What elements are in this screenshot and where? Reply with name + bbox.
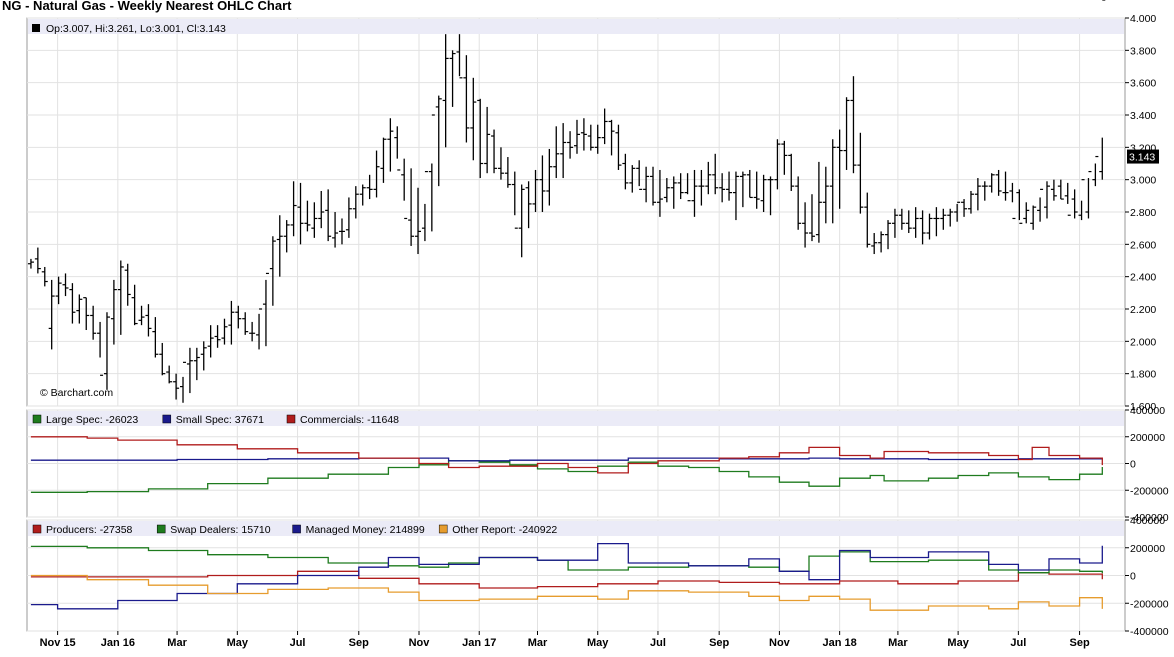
cot-y-tick-label: 400000 <box>1130 515 1165 527</box>
x-tick-label: Sep <box>709 637 729 649</box>
legend-item-label: Large Spec: -26023 <box>46 414 138 426</box>
legend-swatch <box>438 524 448 534</box>
x-tick-label: Nov <box>409 637 431 649</box>
legend-swatch <box>156 524 166 534</box>
cot-series-line-small-spec <box>30 457 1103 462</box>
x-tick-label: Sep <box>349 637 369 649</box>
price-y-tick-label: 3.800 <box>1130 45 1156 57</box>
cot-y-tick-label: 0 <box>1130 571 1136 583</box>
legend-item-label: Other Report: -240922 <box>452 524 557 536</box>
legend-swatch <box>32 24 40 32</box>
x-tick-label: Jul <box>1010 637 1026 649</box>
legend-item-label: Producers: -27358 <box>46 524 133 536</box>
ohlc-legend-text: Op:3.007, Hi:3.261, Lo:3.001, Cl:3.143 <box>46 23 226 35</box>
legend-band <box>28 411 1124 426</box>
legend-swatch <box>286 414 296 424</box>
legend-item-label: Managed Money: 214899 <box>306 524 425 536</box>
legend-band <box>28 521 1124 536</box>
chart-title: NG - Natural Gas - Weekly Nearest OHLC C… <box>2 0 292 13</box>
legend-band <box>28 19 1124 34</box>
cot-y-tick-label: 200000 <box>1130 543 1165 555</box>
cot-series-line-large-spec <box>30 460 1103 493</box>
x-tick-label: Jul <box>650 637 666 649</box>
last-price-marker <box>1127 149 1159 164</box>
cot-y-tick-label: 0 <box>1130 459 1136 471</box>
cot-series-line-producers <box>30 570 1103 589</box>
x-tick-label: Mar <box>888 637 908 649</box>
cot-series-line-other-report <box>30 574 1103 611</box>
legend-item-label: Commercials: -11648 <box>300 414 399 426</box>
legend-swatch <box>32 414 42 424</box>
price-y-tick-label: 2.200 <box>1130 304 1156 316</box>
price-y-tick-label: 2.400 <box>1130 272 1156 284</box>
cot-series-line-swap-dealers <box>30 545 1103 574</box>
cot-y-tick-label: 400000 <box>1130 405 1165 417</box>
x-tick-label: Nov <box>769 637 791 649</box>
cot-y-tick-label: 200000 <box>1130 432 1165 444</box>
price-y-tick-label: 1.800 <box>1130 369 1156 381</box>
price-y-tick-label: 4.000 <box>1130 13 1156 25</box>
legend-swatch <box>292 524 301 534</box>
x-tick-label: Jul <box>290 637 306 649</box>
x-tick-label: Sep <box>1069 637 1089 649</box>
x-tick-label: Jan 18 <box>823 637 857 649</box>
legend-swatch <box>162 414 172 424</box>
price-y-tick-label: 3.600 <box>1130 78 1156 90</box>
cot-series-line-managed-money <box>30 542 1103 610</box>
barchart-watermark: © Barchart.com <box>40 387 113 399</box>
cot-y-tick-label: -400000 <box>1130 512 1169 524</box>
x-tick-label: Jan 17 <box>462 637 496 649</box>
legend-item-label: Small Spec: 37671 <box>176 414 264 426</box>
x-tick-label: Mar <box>528 637 548 649</box>
x-tick-label: May <box>587 637 609 649</box>
price-y-tick-label: 3.000 <box>1130 175 1156 187</box>
price-y-tick-label: 2.600 <box>1130 239 1156 251</box>
last-price-label: 3.143 <box>1129 152 1155 164</box>
x-tick-label: Jan 16 <box>101 637 135 649</box>
price-y-tick-label: 3.400 <box>1130 110 1156 122</box>
legend-item-label: Swap Dealers: 15710 <box>170 524 271 536</box>
price-y-tick-label: 1.600 <box>1130 401 1156 413</box>
cot-y-tick-label: -400000 <box>1130 626 1169 638</box>
legend-swatch <box>32 524 42 534</box>
cot-series-line-commercials <box>30 436 1103 474</box>
cot-y-tick-label: -200000 <box>1130 598 1169 610</box>
x-tick-label: Mar <box>167 637 187 649</box>
price-y-tick-label: 2.000 <box>1130 336 1156 348</box>
x-tick-label: May <box>227 637 249 649</box>
x-tick-label: May <box>947 637 969 649</box>
cot-y-tick-label: -200000 <box>1130 485 1169 497</box>
x-tick-label: Nov 15 <box>40 637 76 649</box>
price-y-tick-label: 2.800 <box>1130 207 1156 219</box>
